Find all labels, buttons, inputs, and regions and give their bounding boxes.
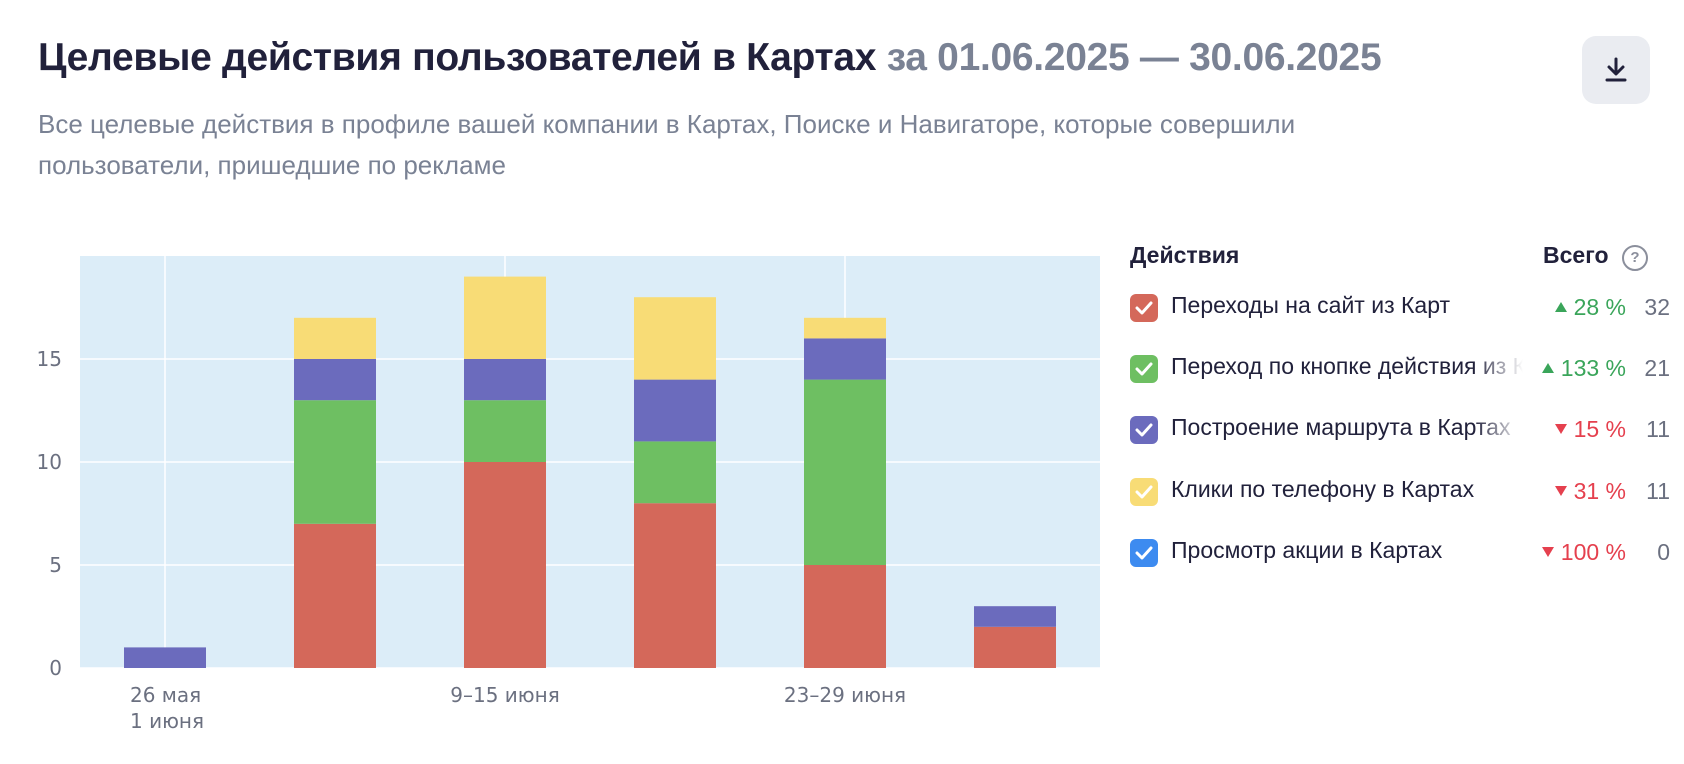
bar-segment [294, 359, 376, 401]
bar-segment [804, 565, 886, 668]
legend-item-change: 133 % [1541, 355, 1626, 382]
legend-item[interactable]: Переход по кнопке действия из Карт 133 % 2… [1130, 349, 1670, 389]
bar-segment [634, 297, 716, 380]
title-text: Целевые действия пользователей в Картах [38, 36, 877, 79]
checkmark-icon [1135, 485, 1153, 499]
legend-item-total: 0 [1657, 539, 1670, 565]
legend-heading-actions: Действия [1130, 242, 1240, 268]
legend-item[interactable]: Построение маршрута в Картах 15 % 11 [1130, 410, 1670, 450]
download-button[interactable] [1582, 36, 1650, 104]
bar-segment [464, 400, 546, 462]
triangle-up-icon [1541, 363, 1554, 373]
checkmark-icon [1135, 362, 1153, 376]
bar-segment [124, 647, 206, 668]
legend-item-change: 31 % [1554, 478, 1626, 505]
legend-item-change: 100 % [1541, 539, 1626, 566]
bar-segment [634, 503, 716, 668]
legend-item-change-value: 28 % [1573, 294, 1626, 320]
legend-item[interactable]: Переходы на сайт из Карт 28 % 32 [1130, 288, 1670, 328]
legend-checkbox[interactable] [1130, 355, 1158, 383]
bar-segment [464, 462, 546, 668]
bar-segment [804, 379, 886, 565]
legend-item-label: Переходы на сайт из Карт [1171, 292, 1451, 318]
y-tick-label: 10 [37, 450, 62, 474]
triangle-down-icon [1541, 547, 1554, 557]
triangle-down-icon [1554, 424, 1567, 434]
legend-item-change: 15 % [1554, 416, 1626, 443]
checkmark-icon [1135, 546, 1153, 560]
x-tick-label: 1 июня [130, 709, 204, 733]
legend-item-total: 11 [1646, 478, 1670, 504]
help-icon[interactable]: ? [1622, 245, 1648, 271]
legend-item-total: 11 [1646, 416, 1670, 442]
download-icon [1605, 57, 1627, 82]
x-tick-label: 23–29 июня [784, 683, 906, 707]
y-tick-label: 15 [37, 347, 62, 371]
legend-item-total: 21 [1644, 355, 1670, 381]
page-title: Целевые действия пользователей в Картах … [38, 36, 1382, 80]
legend-item[interactable]: Клики по телефону в Картах 31 % 11 [1130, 472, 1670, 512]
legend-item-label: Переход по кнопке действия из Карт [1171, 353, 1523, 379]
bar-segment [294, 400, 376, 524]
legend-heading-total: Всего [1543, 242, 1609, 268]
legend-item-change: 28 % [1554, 294, 1626, 321]
legend-checkbox[interactable] [1130, 478, 1158, 506]
bar-segment [294, 523, 376, 668]
bar-segment [464, 276, 546, 359]
page-subtitle: Все целевые действия в профиле вашей ком… [38, 109, 1296, 180]
legend-item-change-value: 133 % [1560, 355, 1626, 381]
y-tick-label: 5 [49, 553, 62, 577]
bar-segment [464, 359, 546, 401]
title-period: за 01.06.2025 — 30.06.2025 [886, 36, 1382, 79]
legend-item[interactable]: Просмотр акции в Картах 100 % 0 [1130, 533, 1670, 573]
bar-segment [974, 626, 1056, 668]
triangle-down-icon [1554, 486, 1567, 496]
triangle-up-icon [1554, 302, 1567, 312]
legend-item-label: Просмотр акции в Картах [1171, 537, 1443, 563]
checkmark-icon [1135, 301, 1153, 315]
bar-segment [804, 338, 886, 380]
legend-item-change-value: 15 % [1573, 416, 1626, 442]
legend-checkbox[interactable] [1130, 416, 1158, 444]
y-tick-label: 0 [49, 656, 62, 680]
legend-checkbox[interactable] [1130, 294, 1158, 322]
bar-segment [634, 379, 716, 442]
bar-segment [634, 441, 716, 504]
legend: Действия Всего ? Переходы на сайт из Кар… [1130, 238, 1670, 567]
bar-segment [804, 317, 886, 339]
legend-item-label: Клики по телефону в Картах [1171, 476, 1475, 502]
legend-header: Действия Всего ? [1130, 238, 1670, 274]
x-tick-label: 9–15 июня [450, 683, 559, 707]
bar-segment [974, 606, 1056, 627]
legend-item-label: Построение маршрута в Картах [1171, 414, 1511, 440]
bar-segment [294, 317, 376, 359]
legend-checkbox[interactable] [1130, 539, 1158, 567]
legend-item-change-value: 31 % [1573, 478, 1626, 504]
legend-item-change-value: 100 % [1560, 539, 1626, 565]
checkmark-icon [1135, 423, 1153, 437]
legend-item-total: 32 [1644, 294, 1670, 320]
x-tick-label: 26 мая [130, 683, 201, 707]
